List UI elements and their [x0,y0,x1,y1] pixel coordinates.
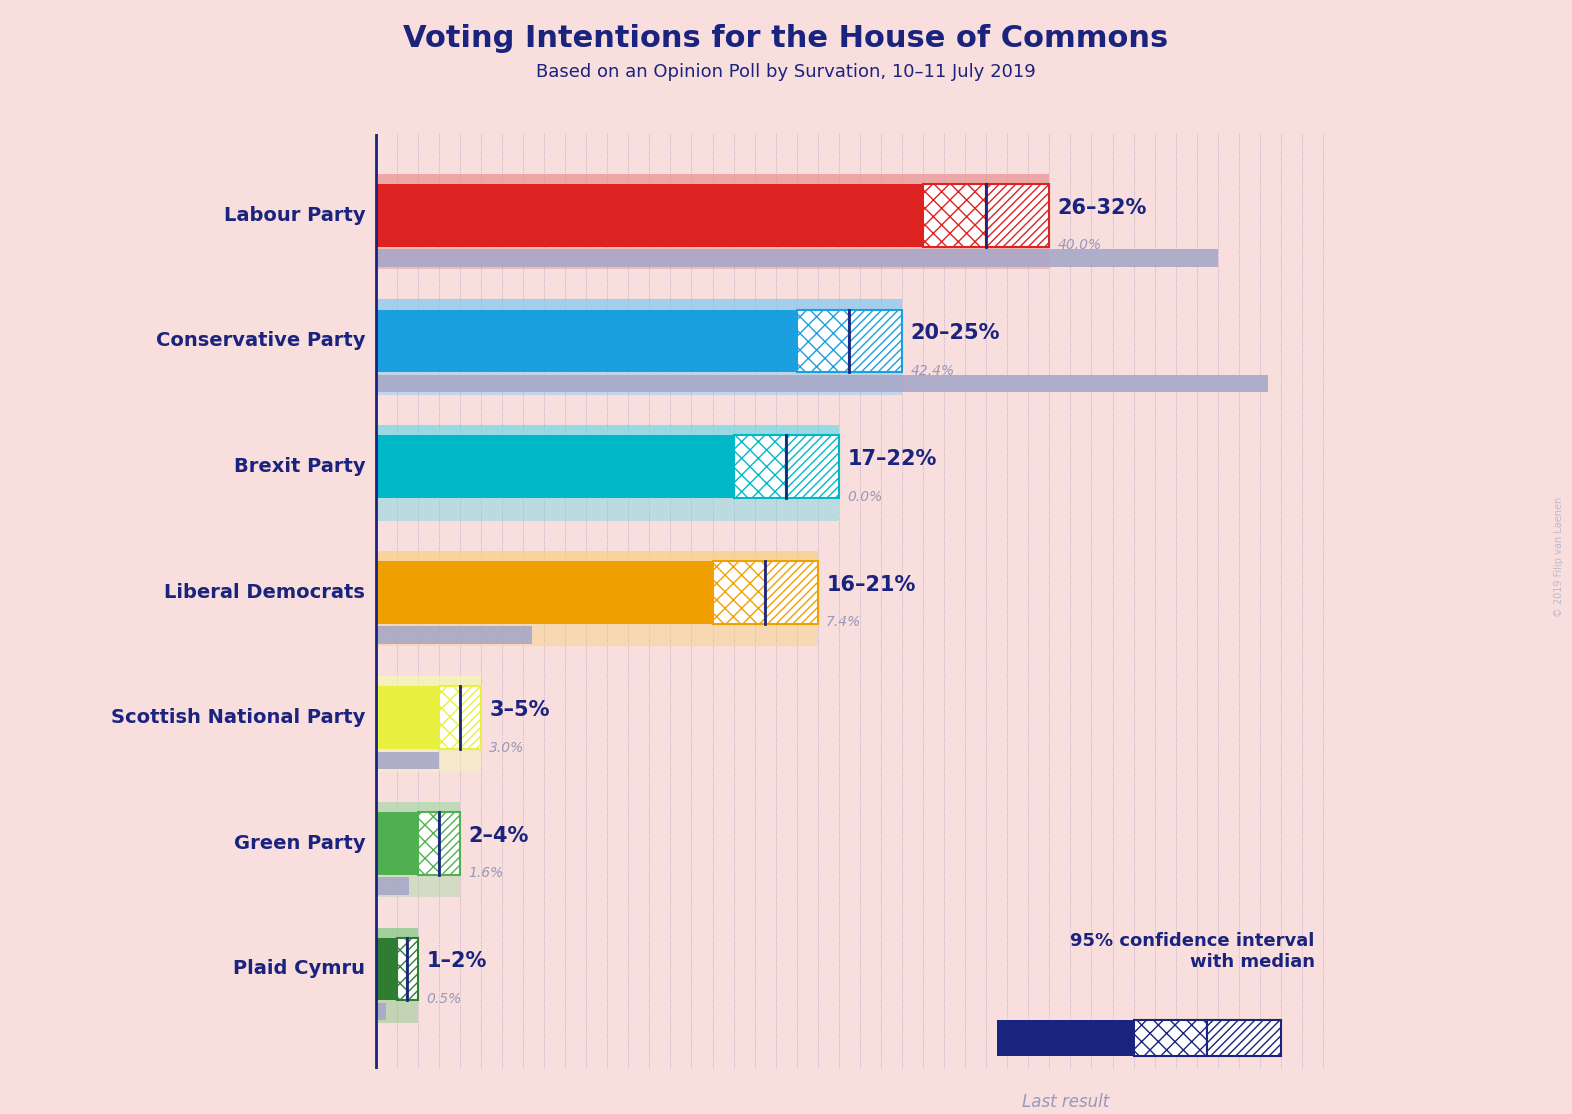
Bar [712,560,766,624]
Bar [376,676,481,686]
Bar [1133,1020,1207,1056]
Bar [376,498,839,520]
Bar [439,686,461,749]
Text: Labour Party: Labour Party [223,206,365,225]
Bar [376,624,817,646]
Bar [986,184,1050,246]
Bar [418,812,439,874]
Text: Brexit Party: Brexit Party [234,457,365,476]
Text: Scottish National Party: Scottish National Party [112,709,365,727]
Bar [376,184,923,246]
Text: 42.4%: 42.4% [910,364,954,378]
Bar [1207,1020,1281,1056]
Text: 16–21%: 16–21% [827,575,915,595]
Bar [376,372,902,395]
Text: 1–2%: 1–2% [426,951,487,971]
Text: 3.0%: 3.0% [489,741,525,755]
Text: Green Party: Green Party [234,834,365,853]
Bar [376,749,481,772]
Bar [376,686,439,749]
Text: © 2019 Filip van Laenen: © 2019 Filip van Laenen [1555,497,1564,617]
Bar [849,310,902,372]
Bar [376,436,734,498]
Bar [407,938,418,1000]
Bar [376,310,797,372]
Text: 3–5%: 3–5% [489,701,550,721]
Bar [997,1072,1133,1091]
Bar [376,752,439,770]
Bar [376,300,902,310]
Text: Plaid Cymru: Plaid Cymru [233,959,365,978]
Text: Voting Intentions for the House of Commons: Voting Intentions for the House of Commo… [404,25,1168,53]
Bar [923,184,986,246]
Bar [376,250,1218,267]
Bar [376,874,461,898]
Text: 26–32%: 26–32% [1058,198,1148,218]
Bar [376,626,531,644]
Text: Based on an Opinion Poll by Survation, 10–11 July 2019: Based on an Opinion Poll by Survation, 1… [536,63,1036,81]
Bar [997,1020,1133,1056]
Bar [376,1003,387,1020]
Text: 0.0%: 0.0% [847,490,882,504]
Text: 17–22%: 17–22% [847,449,937,469]
Text: 40.0%: 40.0% [1058,238,1102,253]
Text: 1.6%: 1.6% [468,867,503,880]
Text: Conservative Party: Conservative Party [156,332,365,351]
Bar [797,310,849,372]
Bar [439,812,461,874]
Bar [376,877,409,895]
Bar [376,246,1050,270]
Text: 7.4%: 7.4% [827,615,861,629]
Text: Last result: Last result [1022,1093,1108,1112]
Bar [376,938,396,1000]
Bar [376,802,461,812]
Bar [376,550,817,560]
Bar [786,436,839,498]
Bar [461,686,481,749]
Bar [376,812,418,874]
Bar [376,174,1050,184]
Bar [734,436,786,498]
Text: 20–25%: 20–25% [910,323,1000,343]
Bar [376,374,1269,392]
Bar [376,560,712,624]
Text: 95% confidence interval
with median: 95% confidence interval with median [1071,932,1314,971]
Bar [376,426,839,436]
Text: 0.5%: 0.5% [426,993,462,1006]
Bar [396,938,407,1000]
Text: 2–4%: 2–4% [468,825,528,846]
Bar [376,1000,418,1023]
Bar [766,560,817,624]
Bar [376,928,418,938]
Text: Liberal Democrats: Liberal Democrats [165,583,365,602]
